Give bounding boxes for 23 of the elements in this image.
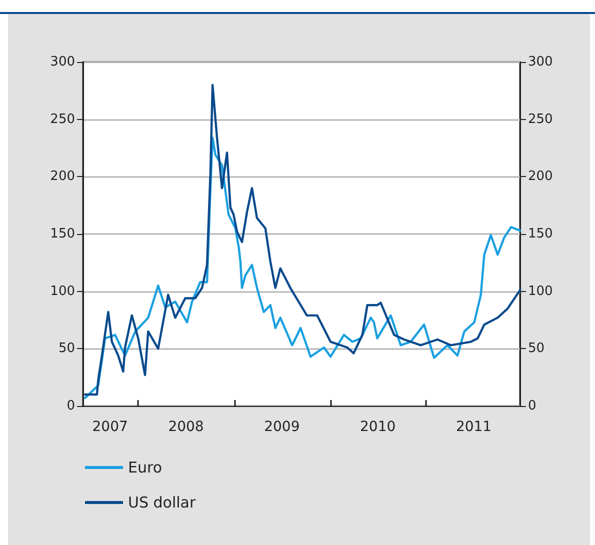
y-tick-label: 200 — [50, 169, 75, 184]
y-tick-label: 150 — [50, 226, 75, 242]
line-series — [84, 84, 522, 396]
y2-tick-label: 0 — [528, 398, 536, 414]
y2-tick-label: 150 — [528, 226, 553, 242]
y2-tick-label: 250 — [528, 112, 553, 127]
x-tick-label: 2008 — [168, 419, 204, 435]
y2-tick-label: 100 — [528, 284, 553, 299]
legend-label: US dollar — [128, 494, 196, 512]
legend-label: Euro — [128, 458, 162, 476]
y2-tick-label: 300 — [528, 54, 553, 70]
y-tick-label: 50 — [58, 341, 75, 356]
y2-tick-label: 50 — [528, 341, 545, 356]
y-tick-label: 0 — [66, 398, 75, 414]
y2-tick-label: 200 — [528, 169, 553, 184]
y-tick-label: 300 — [50, 54, 75, 70]
line-series — [84, 136, 522, 400]
x-tick-label: 2011 — [456, 419, 492, 435]
x-tick-label: 2007 — [92, 419, 128, 435]
y-tick-label: 100 — [50, 284, 75, 299]
x-tick-label: 2009 — [264, 419, 300, 435]
x-tick-label: 2010 — [360, 419, 396, 435]
y-tick-label: 250 — [50, 112, 75, 127]
